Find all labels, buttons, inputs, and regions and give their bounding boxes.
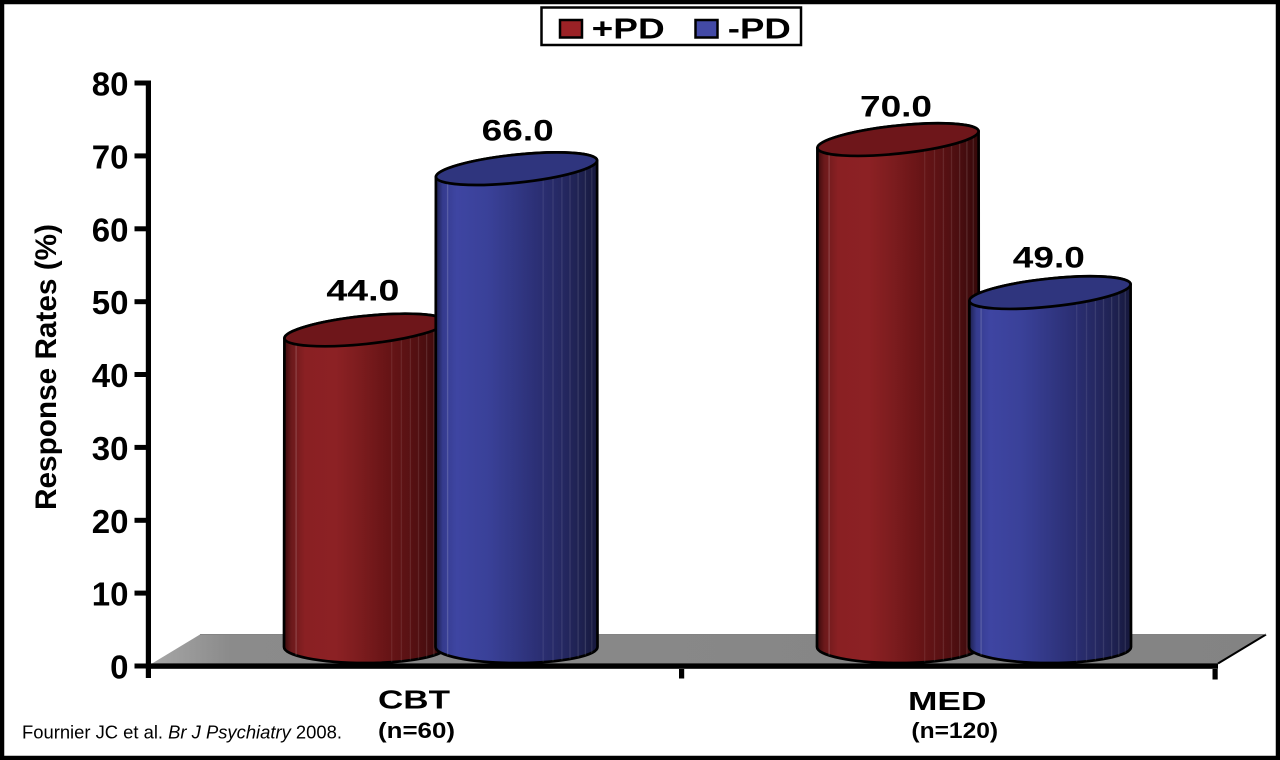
svg-text:(n=60): (n=60) [378,718,455,743]
svg-text:70.0: 70.0 [860,91,932,124]
svg-text:40: 40 [92,357,129,394]
svg-text:80: 80 [92,66,129,103]
svg-text:60: 60 [92,211,129,248]
svg-text:50: 50 [92,284,129,321]
svg-text:(n=120): (n=120) [911,718,998,743]
svg-text:MED: MED [908,686,987,716]
svg-text:20: 20 [92,503,129,540]
svg-text:44.0: 44.0 [326,275,399,308]
svg-text:70: 70 [92,138,129,175]
svg-text:Response Rates (%): Response Rates (%) [30,224,63,510]
svg-text:49.0: 49.0 [1013,242,1085,275]
svg-text:10: 10 [92,576,129,613]
svg-text:66.0: 66.0 [482,115,554,148]
svg-text:-PD: -PD [728,14,791,46]
svg-text:0: 0 [110,649,128,686]
svg-text:Fournier JC et al. Br J Psychi: Fournier JC et al. Br J Psychiatry 2008. [22,722,342,743]
svg-text:30: 30 [92,430,129,467]
svg-text:+PD: +PD [592,14,665,46]
svg-text:CBT: CBT [378,685,450,715]
